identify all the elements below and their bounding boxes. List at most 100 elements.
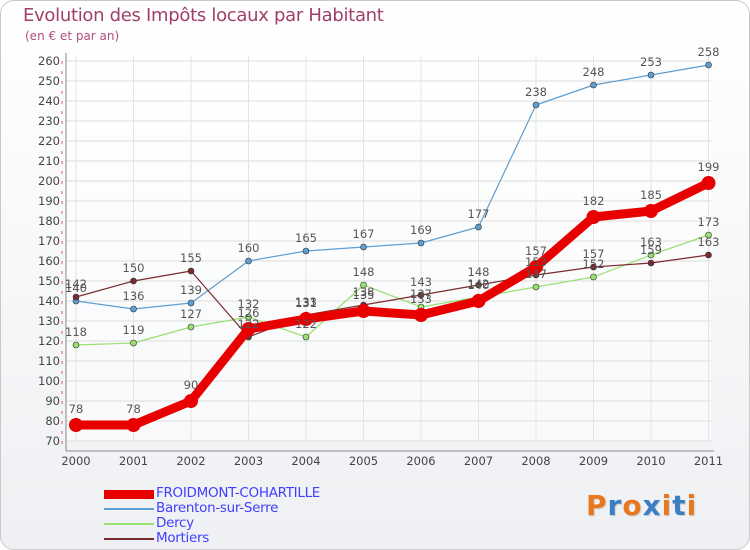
data-label: 163 bbox=[698, 235, 720, 249]
x-tick-label: 2002 bbox=[176, 454, 205, 468]
data-label: 140 bbox=[65, 281, 87, 295]
chart-subtitle: (en € et par an) bbox=[25, 29, 120, 43]
data-point bbox=[705, 61, 712, 69]
x-tick-label: 2000 bbox=[61, 454, 90, 468]
data-label: 143 bbox=[410, 275, 432, 289]
data-point bbox=[356, 304, 371, 318]
data-label: 150 bbox=[123, 261, 145, 275]
data-label: 118 bbox=[65, 325, 87, 339]
data-point bbox=[417, 239, 425, 247]
data-label: 135 bbox=[353, 288, 375, 302]
logo-letter: o bbox=[622, 489, 643, 522]
data-label: 122 bbox=[295, 317, 317, 331]
data-label: 133 bbox=[295, 295, 317, 309]
legend-label: Barenton-sur-Serre bbox=[156, 500, 279, 516]
legend-swatch bbox=[104, 508, 154, 510]
y-tick-label: 250 bbox=[38, 74, 60, 88]
data-label: 142 bbox=[65, 277, 87, 291]
data-label: 163 bbox=[640, 235, 662, 249]
data-point bbox=[241, 322, 256, 336]
y-tick-label: 240 bbox=[38, 94, 60, 108]
data-label: 133 bbox=[410, 292, 432, 306]
data-point bbox=[299, 312, 313, 326]
series-line bbox=[75, 64, 710, 310]
data-label: 159 bbox=[640, 243, 662, 257]
logo-letter: t bbox=[672, 489, 687, 522]
y-tick-label: 190 bbox=[38, 194, 60, 208]
y-tick-label: 170 bbox=[38, 234, 60, 248]
y-tick-label: 100 bbox=[38, 374, 60, 388]
y-tick-label: 210 bbox=[38, 154, 60, 168]
x-tick-label: 2011 bbox=[694, 454, 723, 468]
data-label: 142 bbox=[468, 277, 490, 291]
data-label: 165 bbox=[295, 231, 317, 245]
data-point bbox=[72, 293, 80, 301]
y-tick-label: 130 bbox=[38, 314, 60, 328]
logo-letter: i bbox=[661, 489, 673, 522]
data-label: 248 bbox=[583, 65, 605, 79]
data-label: 173 bbox=[698, 215, 720, 229]
data-point bbox=[69, 418, 83, 432]
data-label: 90 bbox=[184, 378, 199, 392]
y-tick-label: 160 bbox=[38, 254, 60, 268]
grid bbox=[66, 56, 711, 442]
data-label: 169 bbox=[410, 223, 432, 237]
logo-letter: r bbox=[607, 489, 623, 522]
data-point bbox=[72, 341, 80, 349]
logo-letter: x bbox=[642, 489, 662, 522]
series-line bbox=[75, 234, 710, 346]
data-label: 253 bbox=[640, 55, 662, 69]
data-point bbox=[529, 260, 543, 274]
y-tick-label: 140 bbox=[38, 294, 60, 308]
data-point bbox=[532, 283, 540, 291]
data-label: 199 bbox=[698, 160, 720, 174]
y-tick-label: 200 bbox=[38, 174, 60, 188]
data-point bbox=[644, 204, 658, 218]
data-label: 126 bbox=[238, 306, 260, 320]
legend-label: FROIDMONT-COHARTILLE bbox=[156, 485, 321, 501]
y-tick-label: 150 bbox=[38, 274, 60, 288]
x-tick-label: 2009 bbox=[579, 454, 608, 468]
y-tick-label: 220 bbox=[38, 134, 60, 148]
data-label: 131 bbox=[295, 296, 317, 310]
series-group bbox=[69, 61, 716, 432]
x-tick-label: 2006 bbox=[406, 454, 435, 468]
data-point bbox=[475, 281, 482, 289]
data-label: 177 bbox=[468, 207, 490, 221]
data-point bbox=[130, 277, 137, 285]
data-label: 138 bbox=[353, 285, 375, 299]
data-point bbox=[302, 333, 310, 341]
data-point bbox=[360, 281, 367, 289]
data-point bbox=[302, 247, 310, 255]
data-label: 127 bbox=[180, 307, 202, 321]
data-label: 185 bbox=[640, 188, 662, 202]
data-label: 122 bbox=[238, 317, 260, 331]
x-tick-label: 2008 bbox=[521, 454, 550, 468]
data-point bbox=[647, 71, 655, 79]
plot-area bbox=[66, 56, 711, 441]
data-label: 78 bbox=[126, 402, 141, 416]
data-point bbox=[586, 210, 601, 224]
data-label: 155 bbox=[180, 251, 202, 265]
legend-swatch bbox=[104, 489, 154, 499]
data-point bbox=[187, 299, 195, 307]
data-point bbox=[184, 394, 198, 408]
data-point bbox=[647, 251, 655, 259]
y-tick-label: 120 bbox=[38, 334, 60, 348]
x-tick-label: 2004 bbox=[291, 454, 320, 468]
data-label: 148 bbox=[468, 265, 490, 279]
data-label: 238 bbox=[525, 85, 547, 99]
data-label: 132 bbox=[238, 297, 260, 311]
data-label: 152 bbox=[583, 257, 605, 271]
series-line bbox=[71, 178, 713, 430]
data-point bbox=[475, 223, 482, 231]
data-label: 153 bbox=[525, 255, 547, 269]
y-tick-label: 90 bbox=[45, 394, 60, 408]
data-point bbox=[590, 263, 597, 271]
data-point bbox=[532, 101, 540, 109]
data-label: 157 bbox=[583, 247, 605, 261]
x-tick-label: 2007 bbox=[464, 454, 493, 468]
data-point bbox=[130, 305, 137, 313]
